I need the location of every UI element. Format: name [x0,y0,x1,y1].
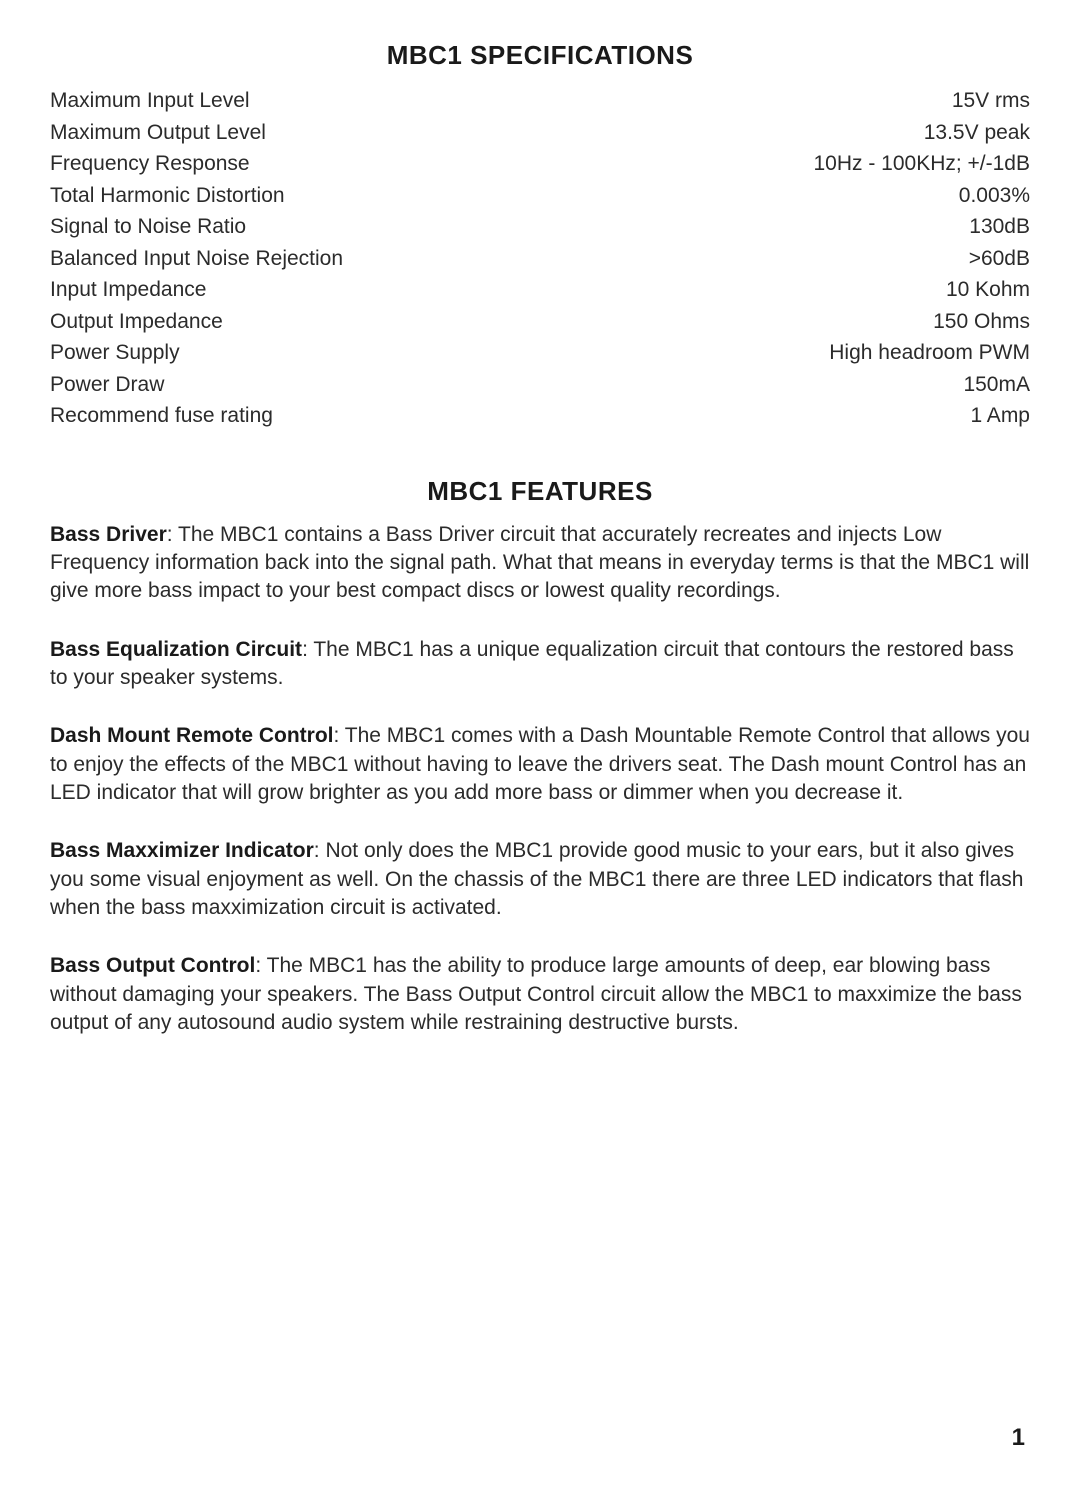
features-list: Bass Driver: The MBC1 contains a Bass Dr… [50,521,1030,1038]
spec-row: Maximum Output Level 13.5V peak [50,117,1030,149]
spec-row: Recommend fuse rating 1 Amp [50,400,1030,432]
feature-item: Bass Equalization Circuit: The MBC1 has … [50,636,1030,693]
spec-label: Maximum Input Level [50,85,250,117]
feature-name: Bass Output Control [50,954,255,977]
spec-value: 1 Amp [970,400,1030,432]
feature-text: : The MBC1 contains a Bass Driver circui… [50,523,1029,603]
spec-value: 10 Kohm [946,274,1030,306]
spec-label: Total Harmonic Distortion [50,180,285,212]
page-number: 1 [1012,1424,1025,1452]
document-page: MBC1 SPECIFICATIONS Maximum Input Level … [0,0,1080,1512]
specifications-list: Maximum Input Level 15V rms Maximum Outp… [50,85,1030,432]
spec-label: Power Supply [50,337,180,369]
features-title: MBC1 FEATURES [50,476,1030,507]
spec-value: 10Hz - 100KHz; +/-1dB [813,148,1030,180]
feature-name: Bass Equalization Circuit [50,638,302,661]
feature-item: Dash Mount Remote Control: The MBC1 come… [50,722,1030,807]
feature-item: Bass Maxximizer Indicator: Not only does… [50,837,1030,922]
spec-row: Output Impedance 150 Ohms [50,306,1030,338]
spec-value: 150 Ohms [933,306,1030,338]
spec-label: Output Impedance [50,306,223,338]
spec-value: >60dB [969,243,1030,275]
spec-value: 150mA [963,369,1030,401]
spec-row: Power Supply High headroom PWM [50,337,1030,369]
spec-label: Input Impedance [50,274,206,306]
feature-name: Bass Maxximizer Indicator [50,839,314,862]
spec-value: High headroom PWM [829,337,1030,369]
spec-value: 15V rms [952,85,1030,117]
specifications-title: MBC1 SPECIFICATIONS [50,40,1030,71]
spec-value: 0.003% [959,180,1030,212]
spec-row: Frequency Response 10Hz - 100KHz; +/-1dB [50,148,1030,180]
spec-label: Signal to Noise Ratio [50,211,246,243]
feature-name: Dash Mount Remote Control [50,724,334,747]
spec-row: Signal to Noise Ratio 130dB [50,211,1030,243]
spec-label: Balanced Input Noise Rejection [50,243,343,275]
spec-value: 130dB [969,211,1030,243]
feature-item: Bass Driver: The MBC1 contains a Bass Dr… [50,521,1030,606]
spec-row: Input Impedance 10 Kohm [50,274,1030,306]
spec-row: Power Draw 150mA [50,369,1030,401]
feature-item: Bass Output Control: The MBC1 has the ab… [50,952,1030,1037]
spec-value: 13.5V peak [924,117,1030,149]
feature-name: Bass Driver [50,523,167,546]
spec-row: Total Harmonic Distortion 0.003% [50,180,1030,212]
spec-row: Balanced Input Noise Rejection >60dB [50,243,1030,275]
spec-label: Frequency Response [50,148,250,180]
spec-label: Recommend fuse rating [50,400,273,432]
spec-label: Power Draw [50,369,164,401]
spec-row: Maximum Input Level 15V rms [50,85,1030,117]
spec-label: Maximum Output Level [50,117,266,149]
